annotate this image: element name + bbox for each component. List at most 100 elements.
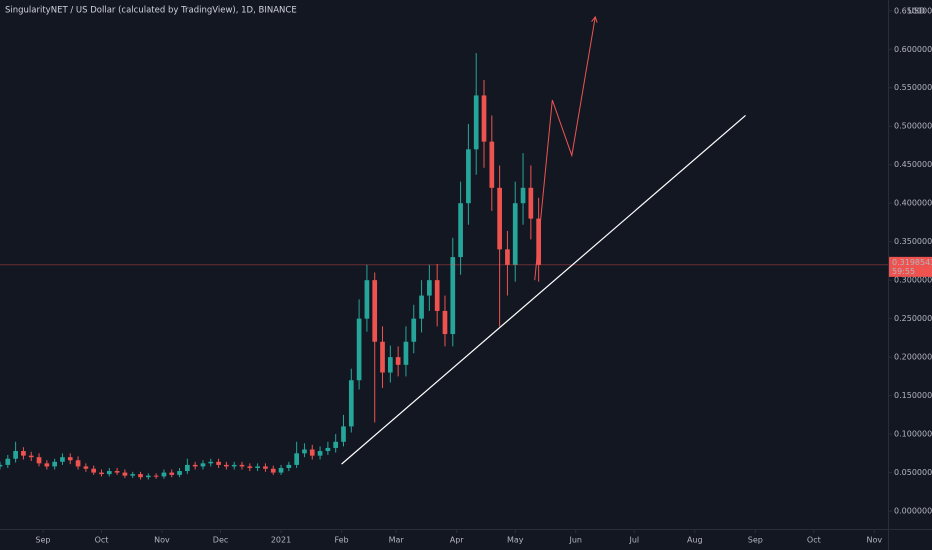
candle-body [122, 472, 128, 476]
candle-body [309, 449, 315, 456]
candle-body [497, 187, 502, 250]
x-tick-label: Nov [867, 536, 883, 545]
candle-body [161, 472, 167, 477]
y-tick-label: 0.35000000 [894, 237, 932, 246]
candle-body [333, 441, 339, 448]
candle-body [83, 466, 89, 469]
candle-body [317, 451, 323, 456]
candle-body [263, 466, 268, 469]
candle-body [114, 471, 120, 473]
y-tick-label: 0.10000000 [894, 430, 932, 439]
x-tick-label: Nov [154, 536, 170, 545]
x-tick-label: Jul [628, 536, 639, 545]
candle-body [419, 295, 424, 319]
chart-title: SingularityNET / US Dollar (calculated b… [5, 6, 297, 16]
candle-body [520, 187, 526, 204]
candle-body [28, 455, 34, 458]
candle-body [138, 474, 143, 478]
candle-body [286, 464, 292, 468]
candle-body [489, 141, 495, 188]
candle-body [13, 451, 18, 459]
candle-body [75, 460, 81, 467]
candle-body [450, 257, 456, 335]
candle-body [528, 187, 534, 219]
candle-body [130, 474, 136, 476]
candle-body [169, 472, 175, 475]
candle-body [200, 463, 206, 467]
candle-body [505, 249, 510, 265]
candle-body [5, 458, 11, 465]
y-tick-label: 0.55000000 [894, 83, 932, 92]
candle-body [356, 318, 362, 381]
candle-body [442, 310, 448, 335]
x-tick-label: Apr [450, 536, 465, 545]
candle-body [60, 457, 65, 462]
candle-body [192, 464, 198, 467]
candle-body [364, 280, 370, 319]
candle-body [481, 95, 487, 142]
last-price-label: 0.31985432 [892, 258, 932, 267]
trendline [341, 114, 746, 465]
candle-body [52, 461, 57, 467]
candle-body [153, 475, 159, 477]
candle-body [270, 468, 276, 473]
y-tick-label: 0.05000000 [894, 468, 932, 477]
x-tick-label: Mar [389, 536, 405, 545]
candle-body [99, 472, 104, 475]
candle-body [106, 471, 112, 475]
candle-body [395, 357, 401, 365]
candle-body [231, 464, 237, 467]
candle-body [427, 280, 432, 296]
candle-body [372, 280, 378, 342]
candle-body [278, 467, 284, 473]
projection-arrowhead [591, 15, 598, 23]
candle-body [239, 464, 245, 467]
candle-body [380, 341, 385, 373]
y-tick-label: 0.60000000 [894, 45, 932, 54]
candle-body [208, 461, 214, 464]
projection-path [534, 16, 596, 281]
candle-body [44, 463, 50, 467]
x-tick-label: Sep [748, 536, 763, 545]
x-tick-label: Jun [568, 536, 582, 545]
candle-body [67, 457, 73, 461]
candle-body [341, 426, 346, 442]
x-tick-label: Sep [35, 536, 50, 545]
y-tick-label: 0.40000000 [894, 199, 932, 208]
y-tick-label: 0.00000000 [894, 507, 932, 516]
x-tick-label: May [507, 536, 524, 545]
x-tick-label: Feb [334, 536, 348, 545]
x-tick-label: 2021 [271, 536, 291, 545]
candle-body [21, 451, 26, 456]
y-tick-label: 0.65000000 [894, 6, 932, 15]
x-tick-label: Oct [807, 536, 821, 545]
candle-body [473, 95, 479, 150]
last-price-box [889, 256, 932, 277]
candle-body [247, 466, 253, 468]
candle-body [255, 466, 260, 468]
candle-body [216, 461, 221, 465]
candle-body [224, 464, 229, 467]
candle-body [294, 453, 299, 465]
candle-body [403, 341, 409, 365]
y-tick-label: 0.20000000 [894, 353, 932, 362]
countdown-label: 59:55 [892, 267, 915, 276]
y-tick-label: 0.30000000 [894, 276, 932, 285]
candle-body [145, 475, 151, 478]
candle-body [411, 318, 417, 342]
x-tick-label: Aug [687, 536, 703, 545]
candle-body [0, 464, 3, 467]
candle-body [325, 447, 331, 452]
candle-body [434, 280, 440, 311]
y-tick-label: 0.45000000 [894, 160, 932, 169]
candle-body [348, 380, 354, 427]
candle-body [512, 203, 518, 265]
candle-body [91, 468, 97, 473]
currency-label: USD [908, 6, 925, 15]
candle-body [185, 464, 190, 472]
x-tick-label: Dec [213, 536, 228, 545]
candle-body [387, 357, 393, 373]
